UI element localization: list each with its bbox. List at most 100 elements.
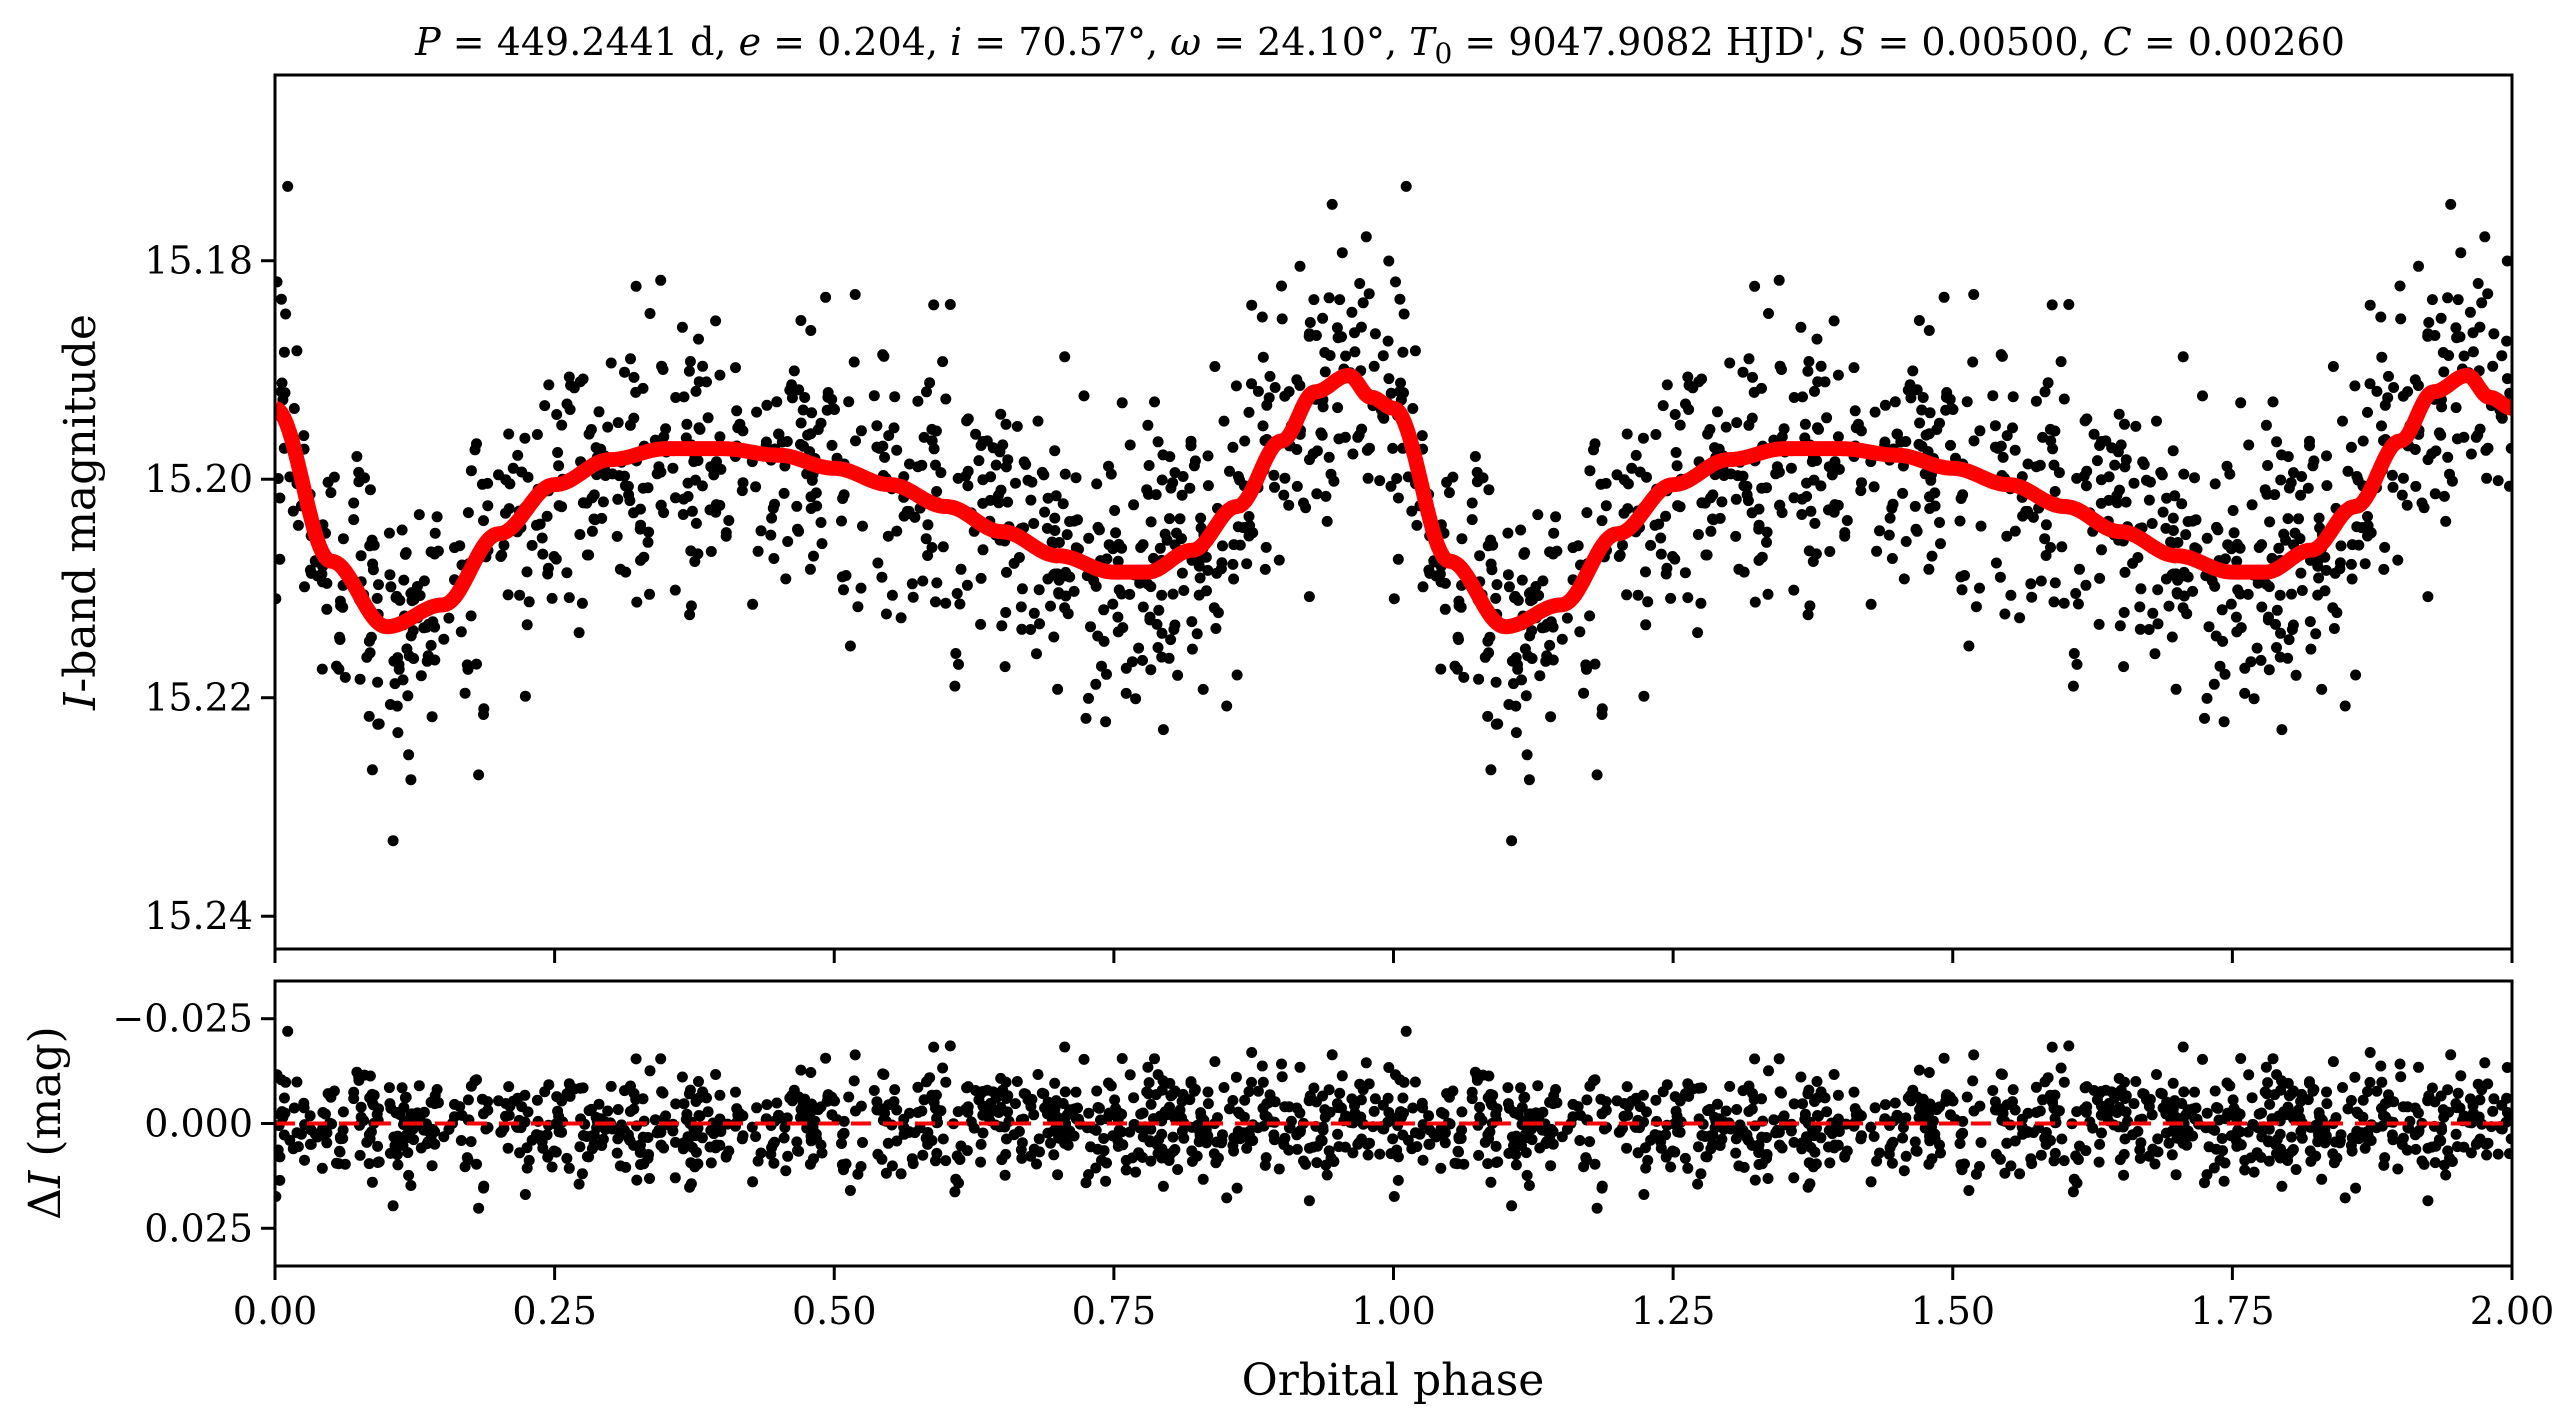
light-curve-point [546,592,558,604]
residual-point [1276,1071,1288,1083]
residual-point [1466,1086,1478,1098]
residual-point [426,1160,438,1172]
residual-point [906,1153,918,1165]
light-curve-point [1142,419,1154,431]
light-curve-point [795,315,807,326]
residual-point [1095,1114,1106,1126]
residual-point [1458,1158,1470,1170]
light-curve-point [392,727,404,739]
light-curve-point [1720,421,1732,433]
light-curve-point [829,404,840,415]
light-curve-point [2119,461,2131,473]
residual-point [2216,1133,2228,1144]
light-curve-point [1924,491,1935,503]
residual-point [681,1108,693,1120]
residual-point [2286,1131,2297,1143]
residual-point [2176,1098,2188,1109]
residual-point [1368,1105,1380,1117]
light-curve-point [1911,525,1923,537]
light-curve-point [1228,539,1240,551]
light-curve-point [1812,422,1823,434]
residual-point [1020,1088,1032,1100]
residual-point [1202,1086,1214,1098]
residual-point [630,1053,642,1065]
residual-point [1650,1094,1662,1106]
light-curve-point [684,356,696,367]
residual-point [693,1110,705,1121]
light-curve-point [2209,478,2221,490]
residual-point [1031,1158,1042,1170]
residual-point [1011,1076,1023,1087]
light-curve-point [2147,607,2159,619]
residual-point [1398,1076,1410,1088]
residual-point [1390,1069,1401,1081]
light-curve-point [1311,488,1323,500]
light-curve-point [619,480,631,492]
residual-point [975,1138,987,1150]
light-curve-point [843,396,855,408]
light-curve-point [935,467,947,479]
light-curve-point [541,510,553,522]
residual-point [2437,1104,2449,1116]
light-curve-point [537,548,549,560]
light-curve-point [1362,472,1374,484]
light-curve-point [837,493,849,504]
residual-point [399,1092,411,1104]
residual-point [1395,1106,1406,1118]
light-curve-point [886,589,898,601]
residual-point [1128,1119,1140,1130]
residual-point [1091,1085,1103,1097]
residual-point [1591,1202,1603,1214]
light-curve-point [2472,278,2484,289]
light-curve-point [1191,628,1203,640]
residual-point [503,1081,515,1093]
residual-point [2501,1062,2512,1073]
top-x-ticks [273,949,2514,963]
light-curve-point [1025,494,1037,506]
light-curve-point [702,412,714,424]
light-curve-point [1360,231,1372,243]
residual-point [1193,1123,1205,1135]
light-curve-point [2187,585,2199,597]
residual-point [2260,1061,2272,1073]
light-curve-point [1096,660,1107,672]
light-curve-point [2310,628,2322,640]
light-curve-point [795,438,806,450]
light-curve-point [367,558,379,570]
residual-point [1178,1132,1190,1144]
residual-point [2416,1155,2428,1167]
light-curve-point [1809,385,1820,397]
light-curve-point [2362,406,2373,418]
residual-point [1596,1108,1608,1120]
light-curve-point [1092,521,1104,533]
light-curve-point [2312,556,2324,567]
light-curve-point [2316,683,2328,695]
residual-point [526,1134,538,1146]
residual-point [1999,1167,2011,1179]
residual-point [1424,1124,1436,1136]
light-curve-point [848,356,860,368]
light-curve-point [1637,432,1649,444]
light-curve-point [351,451,363,462]
light-curve-point [693,422,705,434]
residual-point [1176,1095,1188,1107]
residual-point [1753,1145,1765,1157]
residual-point [1397,1129,1409,1141]
light-curve-point [2128,477,2140,489]
light-curve-point [2255,654,2267,666]
light-curve-point [1416,430,1428,442]
light-curve-point [1304,454,1315,466]
residual-point [1547,1138,1559,1150]
light-curve-point [1303,591,1315,603]
residual-point [1753,1159,1765,1170]
light-curve-point [2081,465,2093,477]
residual-point [878,1069,890,1080]
light-curve-point [366,534,378,546]
residual-point [1702,1105,1714,1117]
residual-point [1510,1149,1522,1161]
light-curve-point [2422,591,2434,603]
residual-point [2071,1177,2083,1189]
residual-point [1574,1135,1586,1146]
residual-point [1503,1102,1515,1114]
residual-point [1060,1118,1072,1130]
